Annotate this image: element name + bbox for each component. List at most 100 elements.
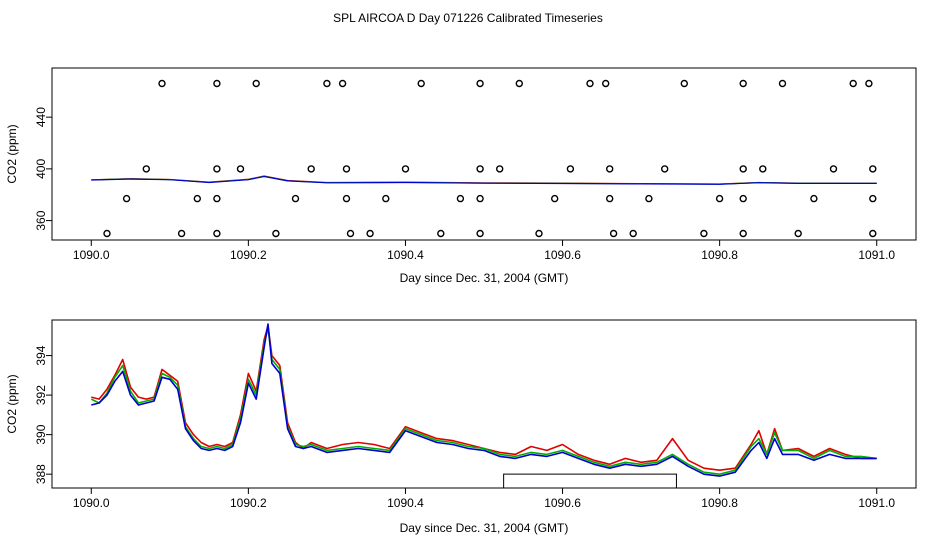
- top-y-axis: 360 400 440: [34, 107, 52, 231]
- top-scatter-point: [661, 165, 669, 173]
- bottom-x-tick-label: 1091.0: [858, 496, 895, 510]
- top-scatter-point: [342, 165, 351, 173]
- bottom-series-green: [90, 327, 877, 476]
- top-y-tick-label: 440: [34, 107, 48, 127]
- top-scatter-point: [122, 194, 131, 203]
- bottom-y-axis: 388 390 392 394: [34, 345, 52, 484]
- top-scatter-point: [213, 194, 221, 203]
- top-scatter-point: [213, 165, 221, 173]
- top-scatter-point: [213, 79, 221, 88]
- bottom-y-axis-title: CO2 (ppm): [5, 374, 19, 433]
- top-scatter-point: [606, 194, 614, 203]
- top-scatter-point: [869, 165, 877, 173]
- top-scatter-point: [700, 229, 708, 238]
- top-x-tick-label: 1090.8: [701, 248, 738, 262]
- top-y-tick-label: 360: [34, 210, 48, 230]
- top-series-co2_blue: [91, 175, 877, 185]
- top-scatter-point: [629, 229, 637, 238]
- top-x-tick-label: 1090.2: [230, 248, 267, 262]
- bottom-x-tick-label: 1090.4: [387, 496, 424, 510]
- bottom-line-panel: 1090.0 1090.2 1090.4 1090.6 1090.8 1091.0 388…: [5, 319, 917, 535]
- top-scatter-point: [437, 229, 445, 238]
- bottom-y-tick-label: 394: [34, 345, 48, 365]
- top-scatter-point: [849, 79, 857, 88]
- top-x-axis-title: Day since Dec. 31, 2004 (GMT): [400, 271, 569, 285]
- top-scatter-point: [586, 79, 594, 88]
- top-scatter-point: [177, 229, 186, 238]
- top-scatter-point: [103, 229, 111, 238]
- figure-title: SPL AIRCOA D Day 071226 Calibrated Times…: [333, 11, 603, 25]
- top-scatter-point: [272, 229, 280, 238]
- top-scatter-point: [496, 165, 504, 173]
- top-scatter-point: [213, 229, 221, 238]
- top-scatter-point: [193, 194, 202, 203]
- bottom-y-tick-label: 388: [34, 464, 48, 484]
- top-scatter-point: [456, 194, 465, 203]
- bottom-y-tick-label: 392: [34, 385, 48, 405]
- top-x-tick-label: 1091.0: [858, 248, 895, 262]
- bottom-x-tick-label: 1090.2: [230, 496, 267, 510]
- top-scatter-point: [346, 229, 355, 238]
- top-scatter-point: [158, 79, 166, 88]
- top-scatter-point: [606, 165, 614, 173]
- top-scatter-point: [342, 194, 351, 203]
- bottom-y-tick-label: 390: [34, 424, 48, 444]
- top-scatter-point: [794, 229, 802, 238]
- top-plot-frame: [51, 67, 917, 241]
- top-scatter-point: [366, 229, 374, 238]
- bottom-x-axis: 1090.0 1090.2 1090.4 1090.6 1090.8 1091.0: [73, 488, 895, 510]
- top-scatter-point: [142, 165, 151, 173]
- top-x-tick-label: 1090.6: [544, 248, 581, 262]
- top-scatter-point: [739, 165, 747, 173]
- top-scatter-point: [401, 165, 410, 173]
- bottom-x-axis-title: Day since Dec. 31, 2004 (GMT): [400, 521, 569, 535]
- top-scatter-point: [476, 165, 484, 173]
- bottom-x-tick-label: 1090.8: [701, 496, 738, 510]
- top-scatter-point: [566, 165, 575, 173]
- top-scatter-point: [609, 229, 618, 238]
- top-scatter-point: [417, 79, 425, 88]
- bottom-gap-indicator: [503, 473, 677, 488]
- bottom-series-blue: [91, 323, 877, 477]
- top-scatter-point: [739, 229, 747, 238]
- top-scatter-point: [645, 194, 653, 203]
- top-scatter-point: [515, 79, 523, 88]
- top-scatter-point: [680, 79, 688, 88]
- top-scatter-points: [103, 79, 877, 238]
- top-scatter-point: [476, 79, 484, 88]
- top-x-tick-label: 1090.0: [73, 248, 110, 262]
- bottom-x-tick-label: 1090.6: [544, 496, 581, 510]
- top-series-lines: [91, 175, 877, 185]
- bottom-gap-bracket: [503, 473, 677, 488]
- top-scatter-point: [476, 194, 484, 203]
- top-scatter-point: [535, 229, 543, 238]
- top-scatter-point: [739, 79, 747, 88]
- top-scatter-point: [252, 79, 260, 88]
- bottom-plot-frame: [51, 319, 917, 489]
- top-scatter-point: [382, 194, 390, 203]
- top-scatter-point: [307, 165, 315, 173]
- top-x-axis: 1090.0 1090.2 1090.4 1090.6 1090.8 1091.0: [73, 240, 895, 262]
- top-scatter-point: [869, 194, 877, 203]
- top-scatter-point: [759, 165, 767, 173]
- top-scatter-point: [865, 79, 873, 88]
- top-scatter-point: [715, 194, 724, 203]
- top-x-tick-label: 1090.4: [387, 248, 424, 262]
- top-scatter-point: [829, 165, 838, 173]
- top-scatter-point: [739, 194, 747, 203]
- top-scatter-point: [602, 79, 610, 88]
- top-y-tick-label: 400: [34, 159, 48, 179]
- top-scatter-point: [778, 79, 787, 88]
- top-scatter-point: [869, 229, 877, 238]
- top-scatter-point: [476, 229, 484, 238]
- top-y-axis-title: CO2 (ppm): [5, 124, 19, 183]
- bottom-x-tick-label: 1090.0: [73, 496, 110, 510]
- top-scatter-point: [810, 194, 818, 203]
- top-scatter-panel: 1090.0 1090.2 1090.4 1090.6 1090.8 1091.0 360…: [5, 67, 917, 285]
- top-scatter-point: [338, 79, 347, 88]
- bottom-series-lines: [90, 323, 877, 477]
- top-scatter-point: [236, 165, 245, 173]
- top-scatter-point: [551, 194, 559, 203]
- top-scatter-point: [291, 194, 300, 203]
